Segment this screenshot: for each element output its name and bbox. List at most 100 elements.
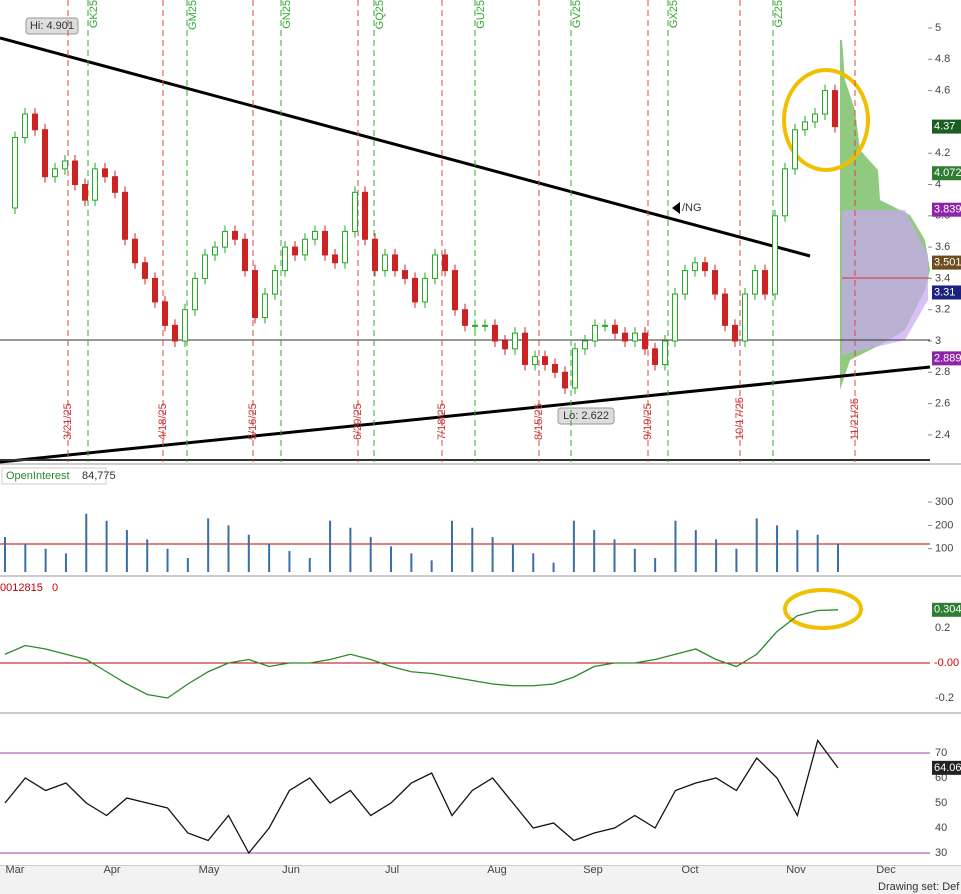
- oi-bar: [633, 548, 636, 572]
- rsi-badge: [932, 760, 961, 775]
- hi-label: Hi: 4.901: [30, 20, 74, 32]
- candle: [692, 262, 698, 272]
- y-tick-label: 2.8: [935, 366, 950, 378]
- candle: [672, 293, 678, 342]
- price-badge-label: 4.37: [934, 121, 955, 133]
- y-tick-label: 70: [935, 747, 947, 759]
- candle: [152, 277, 158, 303]
- oi-bar: [268, 544, 271, 572]
- price-badge-label: 4.072: [934, 167, 961, 179]
- oi-bar: [125, 530, 128, 572]
- toolbar: [0, 866, 961, 894]
- candle: [712, 270, 718, 295]
- candle: [422, 277, 428, 303]
- oi-bar: [593, 530, 596, 572]
- oi-bar: [166, 548, 169, 572]
- candle: [442, 254, 448, 272]
- oi-bar: [369, 537, 372, 572]
- candle: [512, 332, 518, 350]
- contract-label: GZ25: [773, 0, 785, 28]
- candle: [142, 262, 148, 279]
- oi-bar: [552, 562, 555, 572]
- candle: [502, 340, 508, 350]
- oi-bar: [715, 539, 718, 572]
- y-tick-label: 40: [935, 822, 947, 834]
- candle: [32, 113, 38, 131]
- expiration-label: 8/15/25: [533, 403, 545, 440]
- candle: [812, 113, 818, 123]
- candle: [332, 254, 338, 264]
- macd-zero-label: 0: [52, 582, 58, 594]
- drawing-set[interactable]: Drawing set: Def: [878, 881, 960, 893]
- candle: [592, 324, 598, 342]
- macd-zero-badge: -0.00: [934, 657, 959, 669]
- oi-bar: [308, 558, 311, 572]
- oi-bar: [491, 537, 494, 572]
- oi-title: OpenInterest: [6, 470, 70, 482]
- price-badge: [932, 202, 961, 217]
- candle: [822, 90, 828, 115]
- candle: [352, 191, 358, 232]
- oi-bar: [247, 534, 250, 572]
- candle: [362, 191, 368, 240]
- y-tick-label: 100: [935, 543, 953, 555]
- candle: [72, 160, 78, 185]
- y-tick-label: 50: [935, 797, 947, 809]
- oi-bar: [796, 530, 799, 572]
- contract-label: GX25: [668, 0, 680, 28]
- y-tick-label: -0.2: [935, 692, 954, 704]
- price-badge-label: 2.889: [934, 352, 961, 364]
- oi-bar: [24, 544, 27, 572]
- candle: [762, 270, 768, 295]
- lo-label: Lo: 2.622: [563, 410, 609, 422]
- oi-bar: [227, 525, 230, 572]
- expiration-label: 4/18/25: [157, 403, 169, 440]
- oi-bar: [654, 558, 657, 572]
- y-tick-label: 0.2: [935, 622, 950, 634]
- month-label: Apr: [103, 864, 120, 876]
- expiration-label: 3/21/25: [62, 403, 74, 440]
- candle: [622, 332, 628, 342]
- candle: [782, 168, 788, 217]
- candle: [82, 184, 88, 201]
- symbol-marker: [672, 202, 680, 214]
- oi-bar: [471, 527, 474, 572]
- candle: [682, 270, 688, 295]
- candle: [62, 160, 68, 170]
- candle: [562, 371, 568, 389]
- y-tick-label: 3.4: [935, 272, 950, 284]
- macd-badge: [932, 602, 961, 617]
- macd-badge-label: 0.304: [934, 604, 961, 616]
- month-label: Oct: [681, 864, 698, 876]
- oi-bar: [532, 553, 535, 572]
- oi-bar: [694, 530, 697, 572]
- candle: [382, 254, 388, 272]
- candle: [602, 324, 608, 327]
- candle: [722, 293, 728, 326]
- y-tick-label: 4.6: [935, 85, 950, 97]
- trendline: [0, 365, 931, 464]
- lo-box: [557, 407, 615, 425]
- expiration-label: 5/16/25: [247, 403, 259, 440]
- price-badge: [932, 166, 961, 181]
- candle: [132, 238, 138, 264]
- candle: [372, 238, 378, 272]
- candle: [292, 246, 298, 256]
- oi-bar: [613, 539, 616, 572]
- month-label: Sep: [583, 864, 603, 876]
- oi-bar: [85, 513, 88, 572]
- oi-value: 84,775: [82, 470, 116, 482]
- price-badge-label: 3.31: [934, 286, 955, 298]
- value-area: [842, 210, 928, 355]
- oi-bar: [4, 537, 6, 572]
- candle: [742, 293, 748, 342]
- rsi-line: [4, 739, 839, 855]
- candle: [452, 270, 458, 311]
- candle: [22, 113, 28, 139]
- expiration-label: 6/20/25: [352, 403, 364, 440]
- month-label: Jul: [385, 864, 399, 876]
- contract-label: GQ25: [374, 0, 386, 29]
- price-badge: [932, 119, 961, 134]
- candle: [522, 332, 528, 365]
- candle: [92, 168, 98, 201]
